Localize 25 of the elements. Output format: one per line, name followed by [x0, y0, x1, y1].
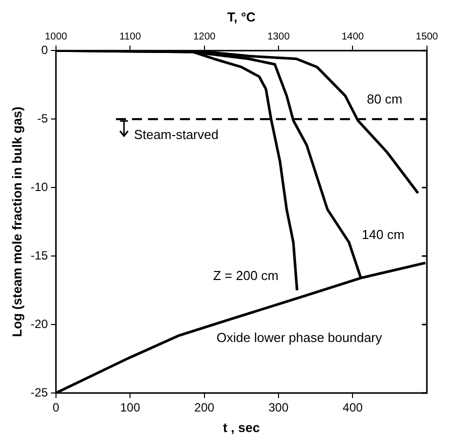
x2-axis-title: T, °C: [227, 9, 256, 24]
y-axis-title: Log (steam mole fraction in bulk gas): [9, 106, 24, 338]
y-tick-label: -5: [37, 111, 48, 126]
x-tick-label: 0: [52, 400, 60, 415]
series-label: Z = 200 cm: [213, 268, 279, 284]
y-tick-label: -10: [30, 180, 48, 194]
y-tick-label: 0: [41, 42, 48, 57]
y-tick-label: -15: [30, 248, 48, 262]
x2-tick-label: 1000: [44, 31, 68, 42]
x-tick-label: 200: [194, 400, 215, 415]
series-label: 80 cm: [366, 91, 402, 106]
x2-tick-label: 1100: [119, 31, 142, 42]
x-tick-label: 100: [120, 400, 140, 415]
x-tick-label: 400: [342, 400, 364, 415]
series-label: Oxide lower phase boundary: [216, 330, 383, 345]
x2-tick-label: 1500: [416, 31, 438, 42]
x2-tick-label: 1300: [267, 31, 290, 42]
series-label: 140 cm: [362, 227, 404, 242]
x2-tick-label: 1200: [193, 31, 216, 42]
x-tick-label: 300: [268, 400, 289, 415]
x2-tick-label: 1400: [342, 31, 364, 42]
y-tick-label: -25: [30, 385, 48, 400]
y-tick-label: -20: [30, 316, 48, 331]
x-axis-title: t , sec: [222, 420, 260, 435]
annotation: Steam-starved: [134, 127, 218, 142]
